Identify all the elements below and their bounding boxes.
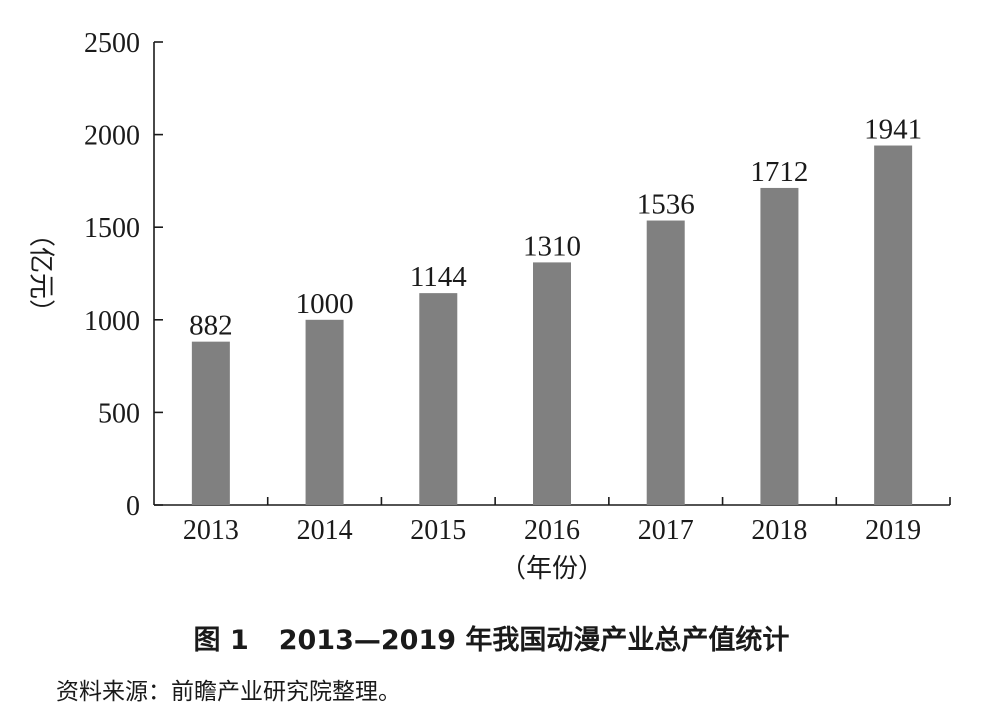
- bar: [646, 220, 685, 505]
- y-tick-label: 1500: [84, 213, 140, 244]
- x-tick-label: 2018: [751, 515, 807, 546]
- bar: [533, 262, 571, 505]
- figure-number: 图 1: [193, 625, 249, 656]
- bar: [191, 341, 230, 505]
- figure-title: 2013—2019 年我国动漫产业总产值统计: [278, 625, 790, 656]
- bar: [874, 145, 913, 505]
- figure-caption: 图 1 2013—2019 年我国动漫产业总产值统计: [0, 618, 983, 657]
- data-label: 1000: [296, 288, 354, 320]
- x-tick-label: 2017: [638, 515, 694, 546]
- y-axis: 0 500 1000 1500 2000 2500: [84, 28, 163, 522]
- y-tick-label: 0: [126, 491, 140, 522]
- data-label: 1144: [410, 261, 467, 293]
- x-tick-label: 2014: [297, 515, 353, 546]
- x-tick-label: 2013: [183, 515, 239, 546]
- y-axis-title: （亿元）: [26, 221, 56, 325]
- bar: [419, 293, 458, 505]
- y-tick-label: 500: [98, 398, 140, 429]
- x-axis: 2013 2014 2015 2016 2017 2018 2019: [154, 497, 951, 546]
- y-tick-label: 2000: [84, 121, 140, 152]
- data-label: 882: [189, 310, 233, 342]
- source-note: 资料来源：前瞻产业研究院整理。: [56, 679, 401, 705]
- y-tick-label: 2500: [84, 28, 140, 59]
- x-tick-label: 2019: [865, 515, 921, 546]
- data-label: 1310: [523, 230, 581, 262]
- data-labels: 882 1000 1144 1310 1536 1712 1941: [189, 114, 922, 342]
- data-label: 1536: [637, 189, 695, 221]
- data-label: 1941: [864, 114, 922, 146]
- x-tick-label: 2016: [524, 515, 580, 546]
- x-axis-title: （年份）: [500, 554, 604, 584]
- x-tick-label: 2015: [410, 515, 466, 546]
- bar: [760, 187, 799, 505]
- data-label: 1712: [750, 156, 808, 188]
- y-tick-label: 1000: [84, 306, 140, 337]
- bars: [191, 145, 913, 505]
- bar: [305, 319, 344, 505]
